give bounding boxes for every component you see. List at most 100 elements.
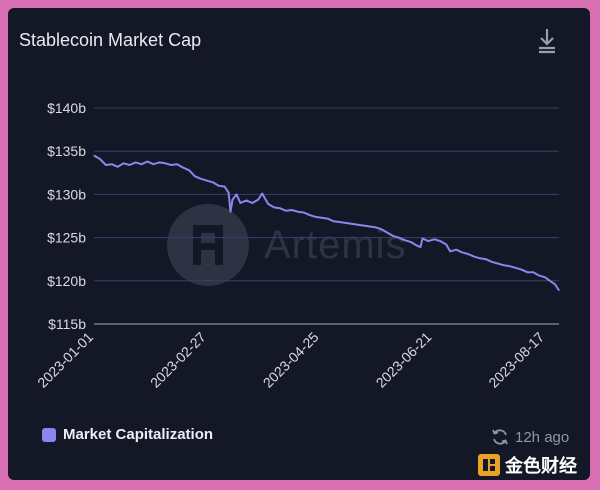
y-tick-label: $125b bbox=[47, 230, 86, 246]
data-point bbox=[392, 235, 394, 237]
data-point bbox=[398, 237, 400, 239]
data-point bbox=[152, 163, 154, 165]
data-point bbox=[445, 243, 447, 246]
x-tick-label: 2023-04-25 bbox=[260, 329, 322, 391]
data-point bbox=[212, 181, 214, 183]
data-point bbox=[497, 262, 499, 265]
legend-label: Market Capitalization bbox=[63, 426, 214, 443]
data-point bbox=[194, 175, 196, 177]
data-point bbox=[455, 249, 457, 251]
refresh-icon bbox=[492, 429, 508, 445]
data-point bbox=[439, 240, 441, 242]
data-point bbox=[297, 211, 299, 213]
data-point bbox=[550, 281, 552, 283]
data-point bbox=[261, 192, 263, 195]
chart-title: Stablecoin Market Cap bbox=[19, 30, 202, 50]
y-tick-label: $120b bbox=[47, 273, 86, 289]
data-point bbox=[514, 267, 517, 269]
data-point bbox=[350, 223, 352, 225]
data-point bbox=[326, 218, 329, 220]
data-point bbox=[182, 167, 184, 169]
data-point bbox=[129, 164, 131, 166]
x-tick-label: 2023-06-21 bbox=[373, 329, 435, 391]
series-line-market-capitalization bbox=[93, 154, 560, 291]
data-point bbox=[368, 225, 370, 227]
data-point bbox=[421, 237, 424, 240]
data-point bbox=[544, 276, 546, 278]
data-point bbox=[520, 269, 523, 271]
data-point bbox=[321, 217, 323, 219]
data-point bbox=[188, 169, 190, 171]
data-point bbox=[503, 264, 505, 266]
data-point bbox=[123, 162, 125, 164]
data-point bbox=[332, 220, 334, 222]
data-point bbox=[170, 164, 172, 166]
line-chart: $115b $120b $125b $130b $135b $140b 2023-01-01… bbox=[34, 100, 560, 391]
data-point bbox=[303, 211, 305, 214]
jinse-logo-icon bbox=[478, 454, 500, 476]
data-point bbox=[228, 192, 230, 194]
data-point bbox=[99, 158, 101, 160]
jinse-brand-badge: 金色财经 bbox=[478, 452, 577, 478]
data-point bbox=[315, 216, 317, 218]
data-point bbox=[479, 257, 481, 259]
data-point bbox=[415, 244, 418, 246]
legend-item-market-capitalization[interactable]: Market Capitalization bbox=[42, 426, 213, 443]
data-point bbox=[257, 199, 259, 201]
data-point bbox=[410, 241, 412, 243]
data-point bbox=[235, 193, 238, 195]
data-point bbox=[467, 253, 469, 255]
data-point bbox=[224, 186, 226, 188]
data-point bbox=[473, 256, 475, 258]
data-point bbox=[404, 239, 406, 241]
data-point bbox=[386, 231, 388, 233]
y-tick-label: $140b bbox=[47, 100, 86, 116]
data-point bbox=[433, 238, 435, 240]
y-tick-label: $130b bbox=[47, 186, 86, 202]
data-point bbox=[273, 206, 275, 208]
data-point bbox=[491, 261, 493, 263]
data-point bbox=[218, 185, 220, 187]
x-tick-label: 2023-01-01 bbox=[34, 329, 96, 391]
data-point bbox=[532, 271, 534, 273]
data-point bbox=[105, 164, 107, 166]
data-point bbox=[200, 178, 202, 180]
data-point bbox=[267, 203, 269, 205]
data-point bbox=[485, 258, 487, 260]
data-point bbox=[362, 224, 364, 227]
data-point bbox=[231, 199, 234, 201]
data-point bbox=[461, 251, 463, 253]
data-point bbox=[93, 154, 95, 157]
data-point bbox=[309, 214, 311, 216]
data-point bbox=[146, 161, 148, 163]
brand-text: 金色财经 bbox=[505, 456, 577, 477]
data-point bbox=[135, 161, 137, 163]
data-point bbox=[380, 228, 382, 230]
data-point bbox=[251, 202, 253, 204]
data-point bbox=[356, 224, 358, 226]
data-point bbox=[245, 199, 247, 201]
data-point bbox=[279, 207, 281, 209]
data-point bbox=[176, 163, 178, 165]
data-point bbox=[206, 180, 208, 182]
y-tick-label: $115b bbox=[48, 316, 86, 332]
data-point bbox=[164, 162, 166, 164]
data-point bbox=[558, 289, 560, 291]
download-icon[interactable] bbox=[534, 26, 560, 56]
legend-swatch bbox=[42, 427, 56, 442]
data-point bbox=[111, 163, 113, 165]
data-point bbox=[419, 246, 422, 248]
data-point bbox=[117, 166, 119, 168]
data-point bbox=[374, 226, 376, 228]
data-point bbox=[554, 283, 556, 285]
data-point bbox=[427, 240, 429, 242]
data-point bbox=[526, 271, 528, 273]
last-updated: 12h ago bbox=[490, 427, 569, 447]
x-tick-label: 2023-08-17 bbox=[485, 329, 547, 391]
data-point bbox=[449, 250, 451, 252]
data-point bbox=[344, 222, 346, 224]
data-point bbox=[140, 163, 143, 165]
data-point bbox=[291, 209, 293, 211]
data-point bbox=[239, 202, 241, 204]
data-point bbox=[158, 161, 160, 163]
